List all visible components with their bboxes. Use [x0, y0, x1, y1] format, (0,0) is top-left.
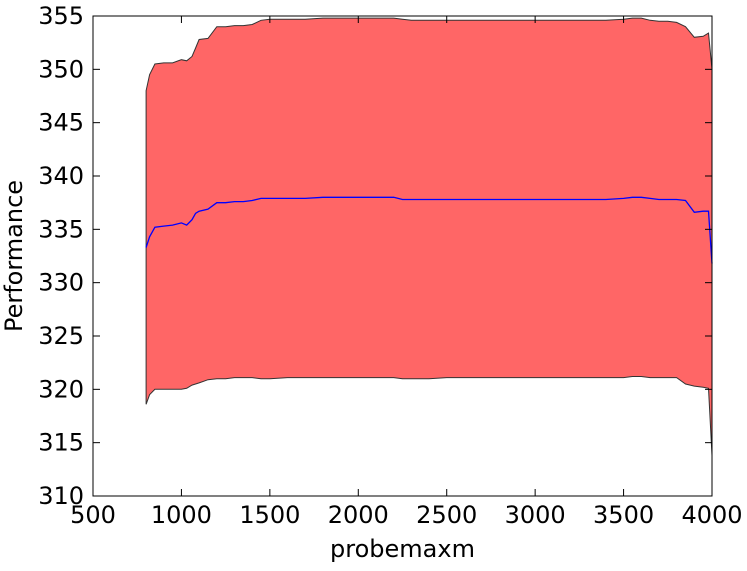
x-tick-label: 1500	[239, 501, 300, 529]
plot-frame	[92, 15, 713, 497]
x-tick-label: 2500	[416, 501, 477, 529]
x-tick-label: 4000	[681, 501, 742, 529]
y-tick-label: 310	[38, 482, 84, 510]
mean-line	[145, 196, 713, 264]
y-tick-layer: 310 315 320 325 330 335 340 345 350 355	[38, 2, 712, 510]
y-tick-label: 355	[38, 2, 84, 30]
range-band	[145, 17, 713, 456]
x-tick-label: 1000	[151, 501, 212, 529]
x-tick-layer: 500 1000 1500 2000 2500 3000 3500 4000	[70, 16, 743, 529]
y-tick-label: 350	[38, 55, 84, 83]
y-tick-label: 315	[38, 429, 84, 457]
band-layer	[145, 17, 713, 456]
x-tick-label: 3000	[505, 501, 566, 529]
x-tick-label: 500	[70, 501, 116, 529]
y-tick-label: 335	[38, 215, 84, 243]
x-tick-label: 2000	[328, 501, 389, 529]
y-tick-label: 345	[38, 109, 84, 137]
x-tick-label: 3500	[593, 501, 654, 529]
y-tick-label: 330	[38, 269, 84, 297]
y-tick-label: 340	[38, 162, 84, 190]
line-layer	[145, 196, 713, 264]
y-tick-label: 320	[38, 375, 84, 403]
y-axis-label: Performance	[0, 180, 28, 332]
y-tick-label: 325	[38, 322, 84, 350]
x-axis-label: probemaxm	[330, 535, 475, 563]
